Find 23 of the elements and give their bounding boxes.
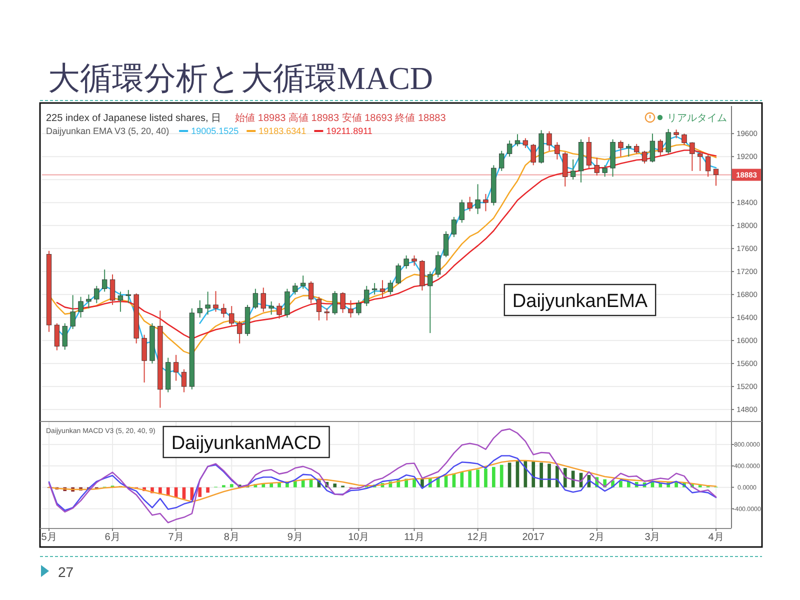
annotation: 始値 18983 高値 18983 安値 18693 終値 18883 bbox=[235, 112, 446, 124]
x-tick-label: 2017 bbox=[522, 532, 545, 543]
x-tick-label: 3月 bbox=[644, 532, 660, 543]
x-tick-label: 8月 bbox=[224, 532, 240, 543]
legend-label: 19183.6341 bbox=[258, 126, 306, 136]
x-tick-label: 9月 bbox=[287, 532, 303, 543]
x-tick-label: 10月 bbox=[348, 532, 370, 543]
x-tick-label: 12月 bbox=[467, 532, 488, 543]
annotation: リアルタイム bbox=[667, 113, 727, 124]
annotation: DaijyunkanMACD bbox=[171, 432, 322, 454]
x-tick-label: 7月 bbox=[168, 532, 184, 543]
x-tick-label: 4月 bbox=[708, 532, 724, 543]
text: 27 bbox=[58, 564, 74, 580]
x-tick-label: 2月 bbox=[589, 532, 605, 543]
x-tick-label: 11月 bbox=[404, 532, 424, 543]
x-tick-label: 5月 bbox=[41, 532, 57, 543]
text: 225 index of Japanese listed shares, 日 bbox=[46, 113, 222, 124]
annotation: DaijyunkanEMA bbox=[512, 290, 648, 312]
chart-title: 大循環分析と大循環MACD bbox=[48, 60, 434, 96]
legend-label: 19005.1525 bbox=[191, 126, 239, 136]
legend-label: 19211.8911 bbox=[326, 126, 372, 136]
x-tick-label: 6月 bbox=[104, 532, 120, 543]
legend-title: Daijyunkan EMA V3 (5, 20, 40) bbox=[46, 126, 170, 136]
